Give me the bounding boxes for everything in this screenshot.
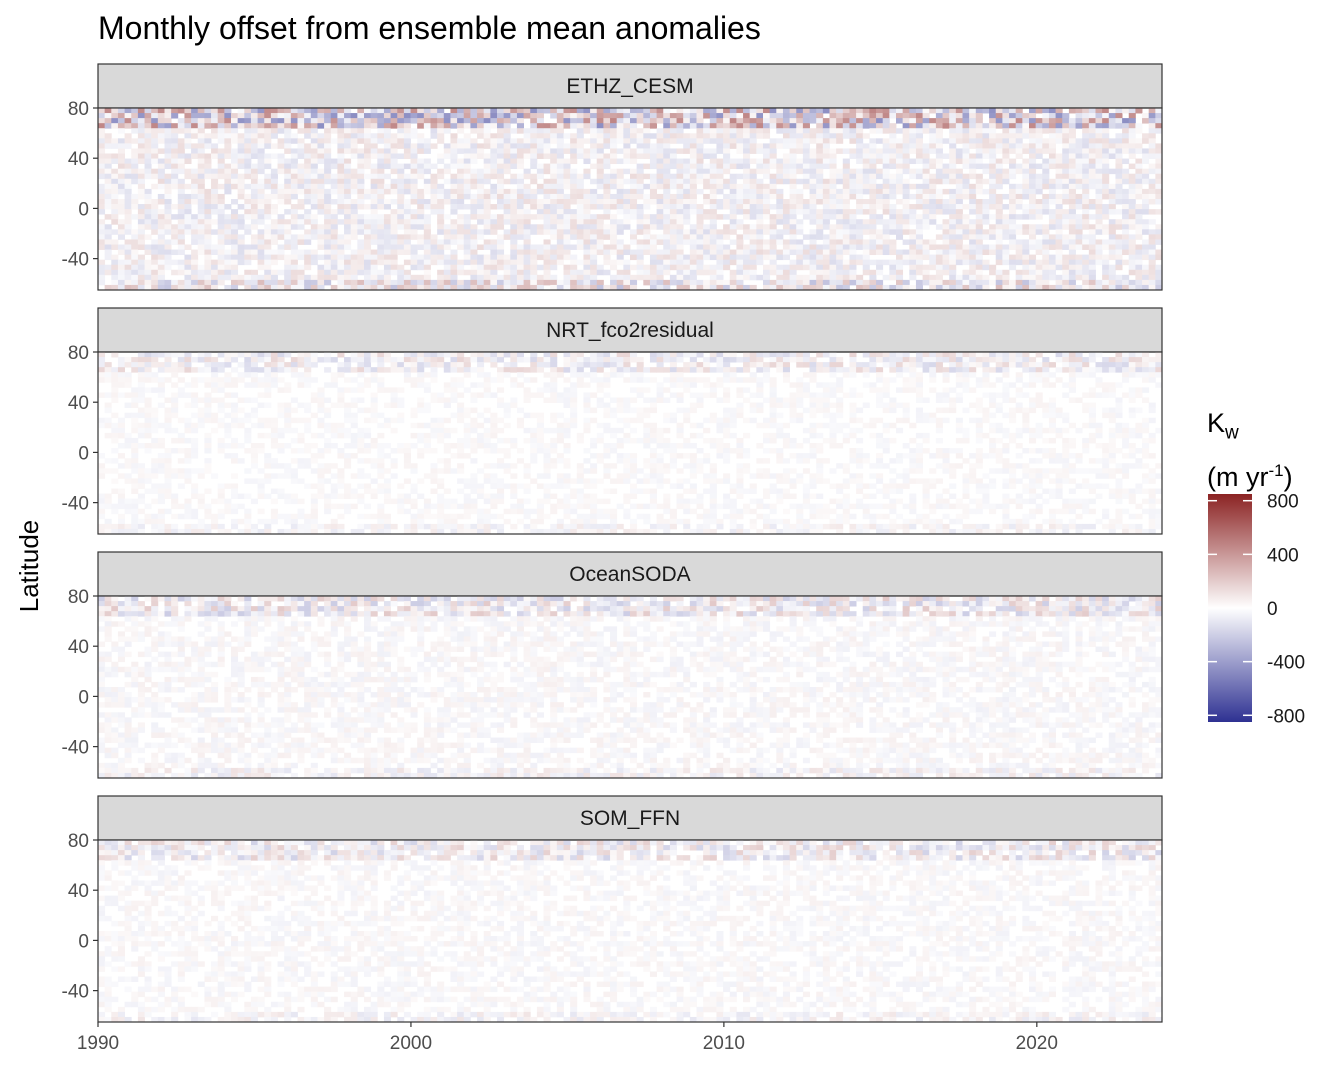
- y-tick-label: 0: [78, 687, 89, 708]
- heatmap-cells: [98, 108, 1163, 291]
- colorbar-label: 400: [1267, 545, 1299, 566]
- colorbar-label: -800: [1267, 706, 1305, 727]
- legend-title-sub: w: [1225, 422, 1239, 444]
- y-tick-label: 40: [68, 393, 89, 414]
- colorbar-label: -400: [1267, 653, 1305, 674]
- chart-title: Monthly offset from ensemble mean anomal…: [98, 10, 761, 46]
- facet-strip-label: SOM_FFN: [580, 807, 680, 830]
- y-tick-label: 80: [68, 343, 89, 364]
- y-tick-label: 0: [78, 443, 89, 464]
- y-tick-label: 0: [78, 931, 89, 952]
- panel-border: [97, 107, 1163, 291]
- colorbar-label: 800: [1267, 492, 1299, 513]
- heatmap-cells: [98, 596, 1163, 779]
- facet-strip-label: ETHZ_CESM: [566, 75, 693, 98]
- panel-border: [97, 351, 1163, 535]
- panel-border: [97, 595, 1163, 779]
- x-tick-label: 2000: [390, 1033, 432, 1054]
- y-tick-label: 40: [68, 149, 89, 170]
- heatmap-cells: [98, 352, 1163, 535]
- heatmap-cells: [98, 840, 1163, 1023]
- facet-strip: [97, 63, 1163, 109]
- legend-title: Kw (m yr-1): [1207, 404, 1293, 496]
- x-tick-label: 2010: [703, 1033, 745, 1054]
- panel-ethz-cesm: ETHZ_CESM 80 40 0 -40: [62, 63, 1163, 291]
- panel-som-ffn: SOM_FFN 80 40 0 -40: [62, 795, 1163, 1023]
- x-tick-label: 1990: [77, 1033, 119, 1054]
- y-tick-label: 80: [68, 99, 89, 120]
- x-axis: 1990 2000 2010 2020: [77, 1022, 1058, 1054]
- y-axis-title: Latitude: [14, 520, 44, 613]
- panel-oceansoda: OceanSODA 80 40 0 -40: [62, 551, 1163, 779]
- y-tick-label: 40: [68, 637, 89, 658]
- legend-unit-pre: (m yr: [1207, 462, 1269, 493]
- y-tick-label: -40: [62, 250, 89, 271]
- y-tick-label: -40: [62, 494, 89, 515]
- facet-strip-label: NRT_fco2residual: [546, 319, 714, 342]
- y-tick-label: 80: [68, 831, 89, 852]
- facet-strip: [97, 795, 1163, 841]
- y-tick-label: 80: [68, 587, 89, 608]
- facet-strip-label: OceanSODA: [569, 563, 690, 586]
- y-tick-label: -40: [62, 738, 89, 759]
- x-tick-label: 2020: [1016, 1033, 1058, 1054]
- y-tick-label: 40: [68, 881, 89, 902]
- y-tick-label: 0: [78, 199, 89, 220]
- panel-border: [97, 839, 1163, 1023]
- y-tick-label: -40: [62, 982, 89, 1003]
- facet-strip: [97, 307, 1163, 353]
- legend-unit-sup: -1: [1268, 461, 1284, 481]
- facet-strip: [97, 551, 1163, 597]
- panels-group: ETHZ_CESM 80 40 0 -40 NRT_fco2residual 80 40 0 -4…: [62, 63, 1163, 1023]
- legend-unit-post: ): [1283, 462, 1293, 493]
- legend-colorbar: 800 400 0 -400 -800: [1208, 492, 1305, 727]
- panel-nrt-fco2residual: NRT_fco2residual 80 40 0 -40: [62, 307, 1163, 535]
- colorbar-label: 0: [1267, 599, 1278, 620]
- legend-title-main: K: [1207, 408, 1226, 438]
